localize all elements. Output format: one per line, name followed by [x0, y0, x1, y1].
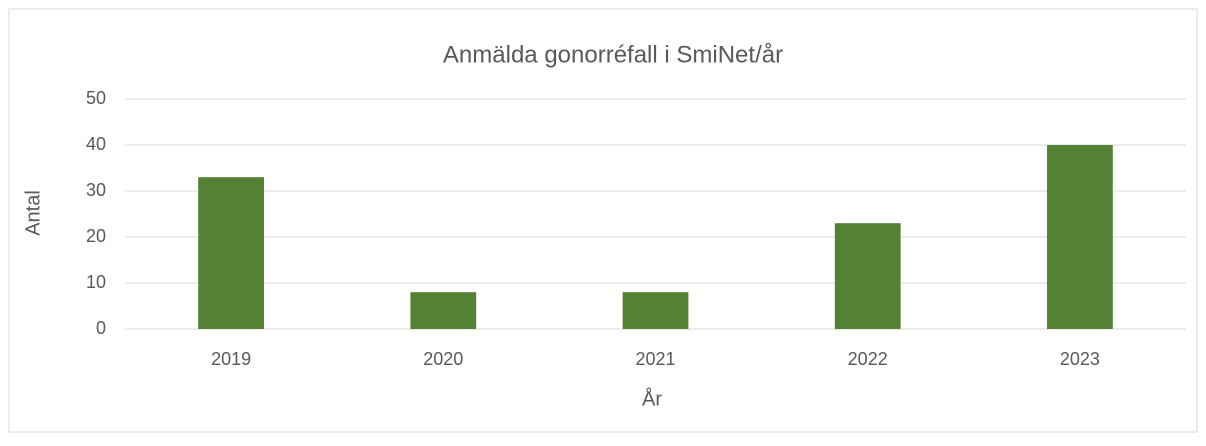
y-tick-label: 30 [86, 180, 106, 200]
y-tick-label: 40 [86, 134, 106, 154]
y-tick-label: 10 [86, 272, 106, 292]
chart-border [8, 8, 1198, 433]
y-axis-label: Antal [22, 190, 44, 236]
chart-title: Anmälda gonorréfall i SmiNet/år [443, 41, 783, 68]
x-tick-label: 2020 [423, 349, 463, 369]
x-tick-label: 2021 [635, 349, 675, 369]
x-tick-label: 2022 [848, 349, 888, 369]
bar [198, 177, 264, 329]
bar [410, 292, 477, 329]
bar [622, 292, 689, 329]
x-axis-label: År [642, 387, 662, 410]
x-tick-label: 2019 [211, 349, 251, 369]
bar [834, 223, 901, 329]
bar [1047, 145, 1113, 329]
y-tick-label: 0 [96, 318, 106, 338]
y-tick-label: 20 [86, 226, 106, 246]
y-tick-label: 50 [86, 88, 106, 108]
x-tick-label: 2023 [1060, 349, 1100, 369]
